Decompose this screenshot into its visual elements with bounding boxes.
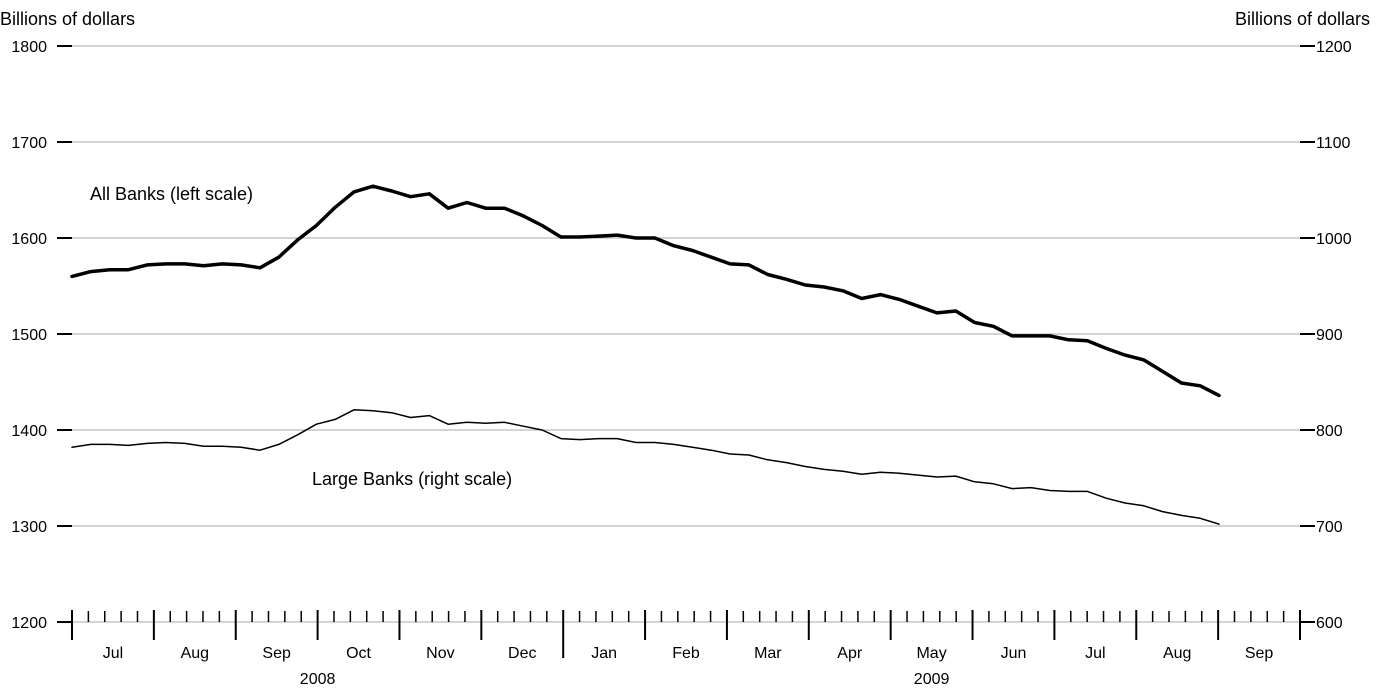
right-ytick-label: 900	[1316, 327, 1343, 344]
left-ytick-label: 1600	[11, 231, 47, 248]
year-label: 2008	[300, 671, 336, 687]
left-ytick-label: 1800	[11, 39, 47, 56]
right-ytick-label: 1100	[1316, 135, 1351, 152]
left-ytick-label: 1500	[11, 327, 47, 344]
right-axis-label: Billions of dollars	[1235, 9, 1370, 29]
month-label: Sep	[262, 645, 291, 662]
left-axis-label: Billions of dollars	[0, 9, 135, 29]
year-label: 2009	[914, 671, 950, 687]
month-label: Aug	[181, 645, 209, 662]
series-line-large-banks	[71, 409, 1220, 525]
left-ytick-label: 1700	[11, 135, 47, 152]
month-label: Feb	[672, 645, 700, 662]
month-label: Aug	[1163, 645, 1191, 662]
month-label: Jul	[103, 645, 123, 662]
right-ytick-label: 600	[1316, 615, 1343, 632]
right-ytick-label: 700	[1316, 519, 1343, 536]
gridlines	[72, 45, 1300, 623]
left-ytick-label: 1400	[11, 423, 47, 440]
series-label-large-banks: Large Banks (right scale)	[312, 469, 512, 489]
series-lines	[70, 184, 1221, 525]
month-label: Mar	[754, 645, 782, 662]
left-ytick-label: 1300	[11, 519, 47, 536]
month-label: Oct	[346, 645, 371, 662]
month-label: Jun	[1001, 645, 1027, 662]
month-label: Sep	[1245, 645, 1274, 662]
right-ytick-label: 800	[1316, 423, 1343, 440]
left-ytick-label: 1200	[11, 615, 47, 632]
month-label: Dec	[508, 645, 536, 662]
axes: 1200 600 1300 700 1400 800 1500 900 1600 1000 1700…	[11, 39, 1352, 688]
series-label-all-banks: All Banks (left scale)	[90, 184, 253, 204]
month-label: Jul	[1085, 645, 1105, 662]
right-ytick-label: 1000	[1316, 231, 1352, 248]
month-label: Nov	[426, 645, 454, 662]
month-label: Jan	[591, 645, 617, 662]
series-line-all-banks	[70, 184, 1221, 398]
right-ytick-label: 1200	[1316, 39, 1352, 56]
month-label: Apr	[837, 645, 863, 662]
month-label: May	[916, 645, 946, 662]
